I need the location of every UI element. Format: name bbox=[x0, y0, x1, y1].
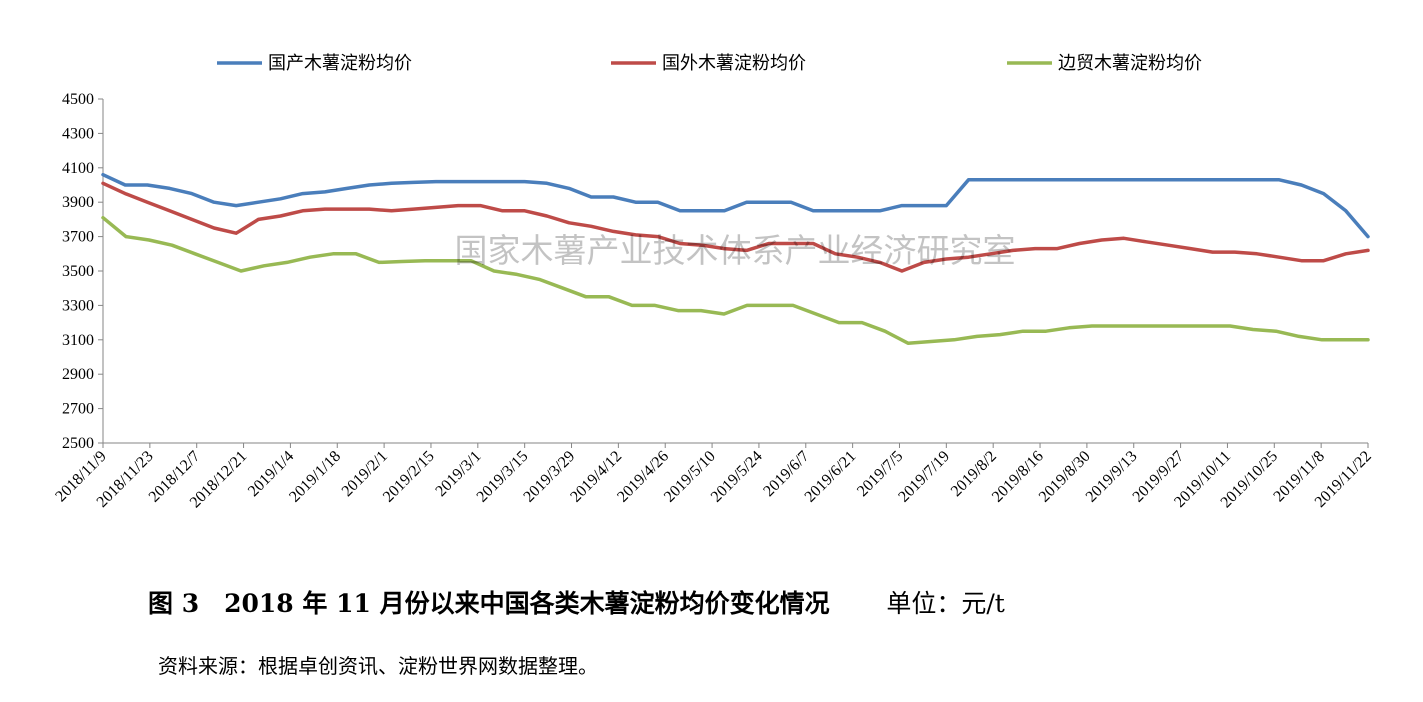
watermark: 国家木薯产业技术体系产业经济研究室 bbox=[455, 231, 1016, 270]
y-tick-label: 3300 bbox=[62, 297, 94, 314]
y-tick-label: 2900 bbox=[62, 366, 94, 383]
x-tick-label: 2019/1/18 bbox=[286, 448, 344, 506]
series-line-2 bbox=[101, 181, 1370, 273]
x-tick-label: 2019/5/24 bbox=[708, 448, 766, 506]
y-tick-label: 3900 bbox=[62, 194, 94, 211]
x-tick-label: 2019/6/21 bbox=[802, 448, 860, 506]
x-tick-label: 2019/7/19 bbox=[895, 448, 953, 506]
y-axis: 2500 2700 2900 3100 3300 3500 3700 3900 4100 4300… bbox=[62, 91, 104, 452]
legend-item-3: 边贸木薯淀粉均价 bbox=[1007, 53, 1202, 74]
series-layer bbox=[101, 172, 1370, 345]
legend-label: 国产木薯淀粉均价 bbox=[268, 53, 412, 74]
y-tick-label: 4300 bbox=[62, 125, 94, 142]
legend-label: 国外木薯淀粉均价 bbox=[662, 53, 806, 74]
y-tick-label: 4500 bbox=[62, 91, 94, 108]
x-tick-label: 2019/2/15 bbox=[380, 448, 438, 506]
y-tick-label: 2500 bbox=[62, 435, 94, 452]
y-tick-label: 3500 bbox=[62, 263, 94, 280]
caption-title: 图 3 2018 年 11 月份以来中国各类木薯淀粉均价变化情况 bbox=[148, 589, 830, 618]
series-line-3 bbox=[101, 215, 1370, 345]
legend-item-1: 国产木薯淀粉均价 bbox=[217, 53, 412, 74]
y-tick-label: 3700 bbox=[62, 229, 94, 246]
legend-label: 边贸木薯淀粉均价 bbox=[1058, 53, 1202, 74]
y-tick-label: 4100 bbox=[62, 160, 94, 177]
legend: 国产木薯淀粉均价 国外木薯淀粉均价 边贸木薯淀粉均价 bbox=[217, 53, 1202, 74]
y-tick-label: 2700 bbox=[62, 401, 94, 418]
legend-item-2: 国外木薯淀粉均价 bbox=[611, 53, 806, 74]
figure-caption: 图 3 2018 年 11 月份以来中国各类木薯淀粉均价变化情况 单位：元/t bbox=[148, 584, 1005, 620]
caption-unit: 单位：元/t bbox=[886, 589, 1005, 618]
series-line-1 bbox=[101, 172, 1370, 239]
x-axis: 2018/11/92018/11/232018/12/72018/12/2120… bbox=[52, 442, 1375, 511]
y-tick-label: 3100 bbox=[62, 332, 94, 349]
line-chart: 国产木薯淀粉均价 国外木薯淀粉均价 边贸木薯淀粉均价 2500 2700 2900 310… bbox=[52, 53, 1375, 511]
source-note: 资料来源：根据卓创资讯、淀粉世界网数据整理。 bbox=[158, 654, 598, 678]
